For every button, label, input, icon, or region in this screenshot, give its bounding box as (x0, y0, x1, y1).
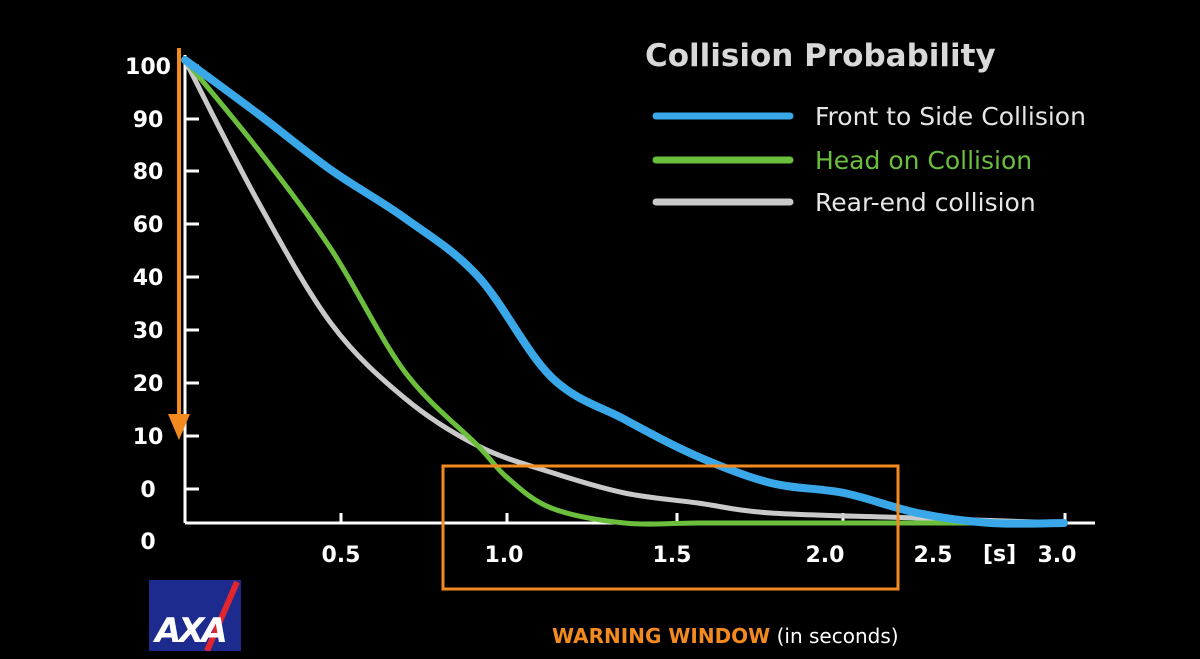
y-tick-label: 10 (133, 425, 164, 450)
y-tick-label: 30 (133, 319, 164, 344)
y-tick-label: 40 (133, 266, 164, 291)
y-tick-label: 100 (125, 55, 171, 80)
chart-legend: Front to Side Collision Head on Collision… (652, 102, 1086, 217)
y-tick-label: 0 (140, 478, 155, 503)
chart-title: Collision Probability (645, 38, 996, 74)
x-tick-label: 0.5 (322, 543, 361, 568)
series-lines (181, 56, 1068, 528)
y-tick-label: 20 (133, 372, 164, 397)
legend-label: Front to Side Collision (815, 102, 1086, 131)
y-tick-label: 0 (140, 530, 155, 555)
y-tick-label: 90 (133, 108, 164, 133)
series-line-rear-end-collision (182, 57, 1067, 526)
series-line-head-on-collision (182, 57, 1008, 527)
x-tick-label: 1.5 (653, 543, 692, 568)
legend-label: Head on Collision (815, 146, 1032, 175)
x-tick-label: 1.0 (485, 543, 524, 568)
x-axis-unit-label: [s] (983, 542, 1016, 567)
warning-window-suffix: (in seconds) (770, 624, 899, 648)
warning-window-caption: WARNING WINDOW (in seconds) (552, 624, 899, 648)
axa-logo: AXA (149, 580, 241, 651)
warning-window-box (441, 464, 900, 591)
x-tick-label: 3.0 (1038, 543, 1077, 568)
axa-logo-slash (204, 580, 240, 651)
x-axis-ticks: 0.5 1.0 1.5 2.0 2.5 3.0 (322, 513, 1077, 568)
y-axis-ticks: 0 0 10 20 30 40 60 80 90 100 (125, 55, 199, 555)
y-tick-label: 60 (133, 213, 164, 238)
x-tick-label: 2.0 (806, 543, 845, 568)
series-line-front-to-side-collision (181, 56, 1068, 528)
warning-window-label: WARNING WINDOW (552, 624, 771, 648)
y-tick-label: 80 (133, 160, 164, 185)
orange-down-arrow-head (168, 414, 190, 440)
legend-label: Rear-end collision (815, 188, 1036, 217)
axa-logo-text: AXA (155, 611, 228, 651)
chart-overlay (168, 48, 900, 591)
x-tick-label: 2.5 (914, 543, 953, 568)
